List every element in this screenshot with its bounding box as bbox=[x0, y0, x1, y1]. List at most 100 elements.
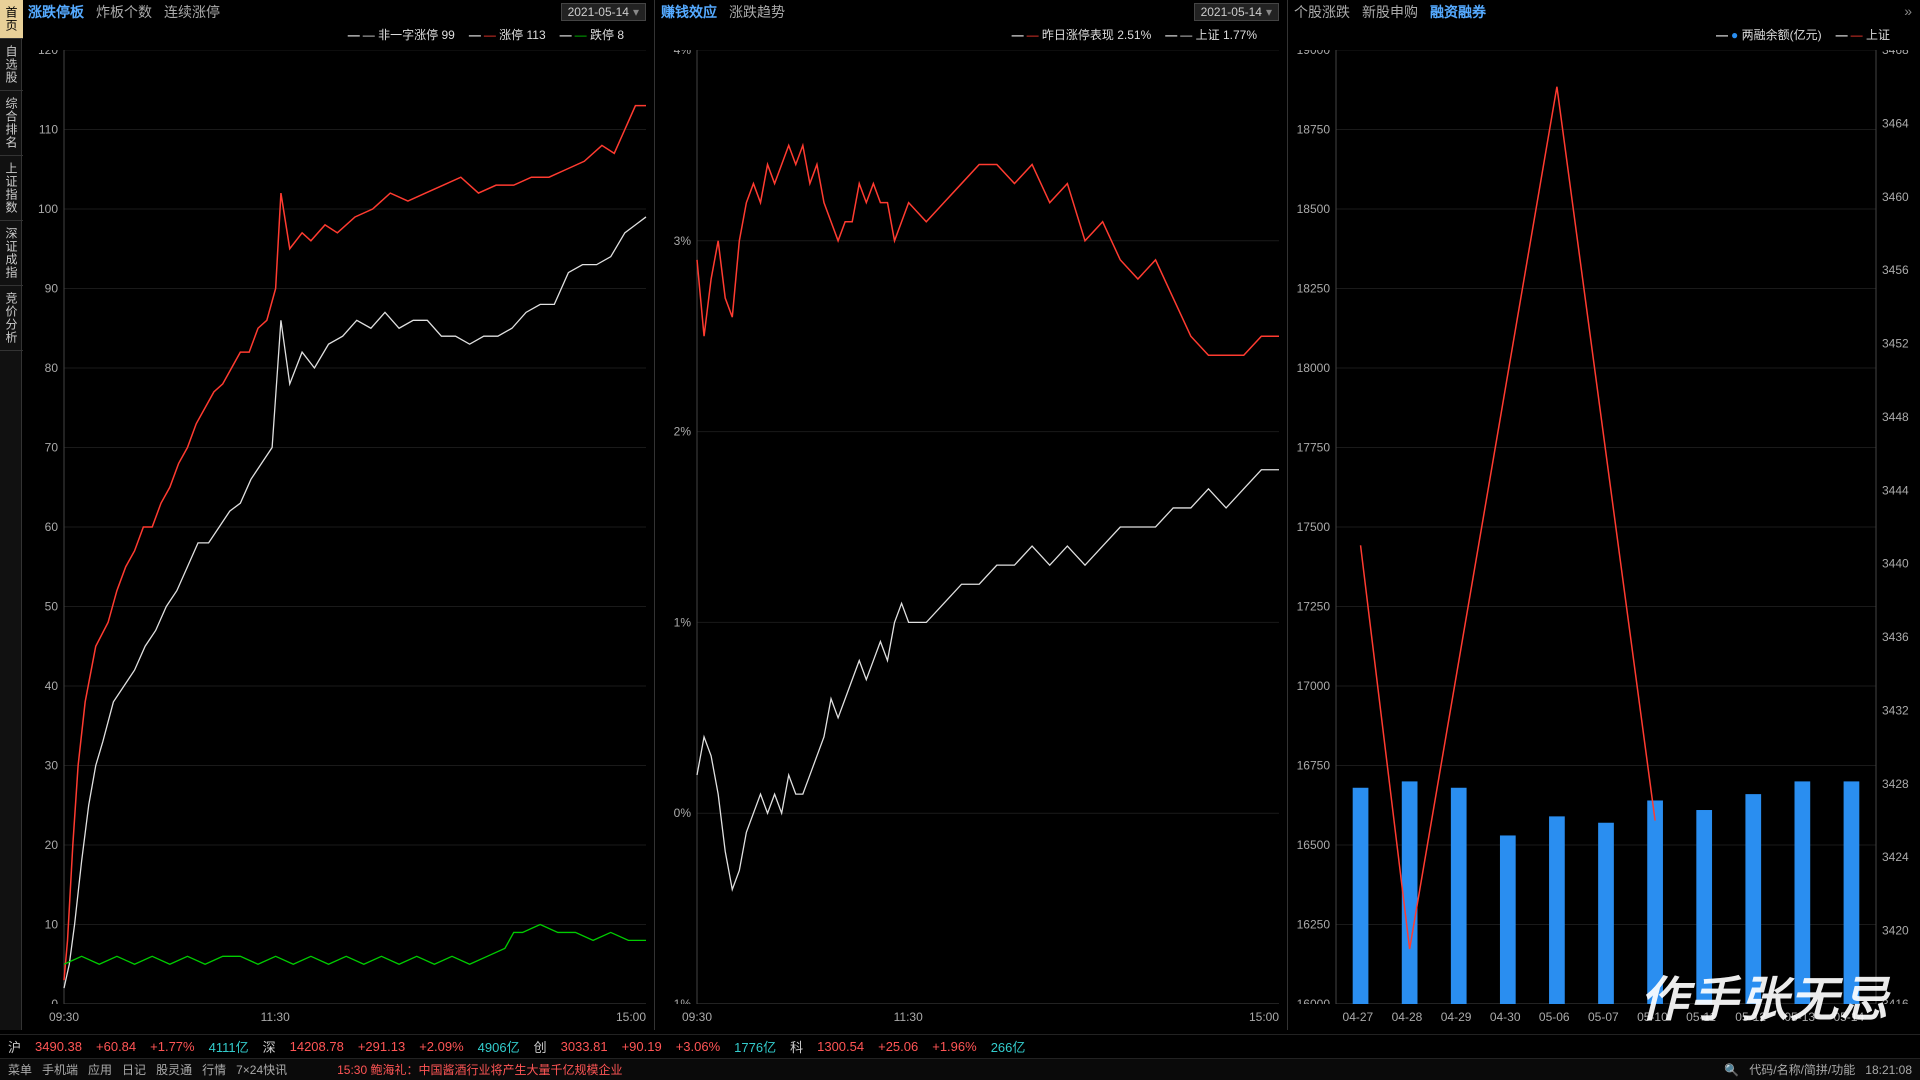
svg-text:0: 0 bbox=[51, 997, 58, 1004]
index-value: 深 bbox=[263, 1037, 276, 1056]
svg-text:3448: 3448 bbox=[1882, 410, 1909, 424]
svg-text:16000: 16000 bbox=[1297, 997, 1331, 1004]
svg-text:-1%: -1% bbox=[670, 997, 692, 1004]
svg-text:3456: 3456 bbox=[1882, 263, 1909, 277]
status-link[interactable]: 日记 bbox=[122, 1061, 146, 1078]
tab[interactable]: 融资融券 bbox=[1430, 2, 1486, 22]
sidebar-item[interactable]: 首页 bbox=[0, 0, 23, 39]
svg-text:3440: 3440 bbox=[1882, 557, 1909, 571]
index-value: +3.06% bbox=[676, 1039, 720, 1054]
status-link[interactable]: 7×24快讯 bbox=[236, 1061, 287, 1078]
index-value: 3033.81 bbox=[561, 1039, 608, 1054]
svg-text:4%: 4% bbox=[674, 50, 692, 57]
x-tick: 05-14 bbox=[1833, 1010, 1864, 1024]
x-tick: 04-29 bbox=[1441, 1010, 1472, 1024]
svg-text:1%: 1% bbox=[674, 615, 692, 629]
index-value: 3490.38 bbox=[35, 1039, 82, 1054]
x-tick: 15:00 bbox=[1249, 1010, 1279, 1024]
sidebar: 首页自选股综合排名上证指数深证成指竞价分析 bbox=[0, 0, 22, 1030]
svg-text:18750: 18750 bbox=[1297, 123, 1331, 137]
svg-text:3460: 3460 bbox=[1882, 190, 1909, 204]
index-value: 1300.54 bbox=[817, 1039, 864, 1054]
date-selector[interactable]: 2021-05-14 bbox=[1194, 3, 1279, 21]
svg-text:3428: 3428 bbox=[1882, 777, 1909, 791]
search-icon[interactable]: 🔍 bbox=[1724, 1063, 1739, 1077]
status-link[interactable]: 菜单 bbox=[8, 1061, 32, 1078]
chart: 1600016250165001675017000172501750017750… bbox=[1288, 50, 1920, 1004]
x-tick: 11:30 bbox=[261, 1010, 290, 1024]
x-tick: 05-10 bbox=[1637, 1010, 1668, 1024]
news-ticker: 15:30 鲍海礼：中国酱酒行业将产生大量千亿规模企业 bbox=[337, 1061, 622, 1078]
x-tick: 09:30 bbox=[682, 1010, 712, 1024]
svg-text:0%: 0% bbox=[674, 806, 692, 820]
svg-text:17000: 17000 bbox=[1297, 679, 1331, 693]
x-tick: 05-13 bbox=[1784, 1010, 1815, 1024]
index-value: +60.84 bbox=[96, 1039, 136, 1054]
x-tick: 04-27 bbox=[1343, 1010, 1374, 1024]
svg-text:17750: 17750 bbox=[1297, 441, 1331, 455]
svg-text:110: 110 bbox=[39, 123, 58, 137]
tab[interactable]: 个股涨跌 bbox=[1294, 2, 1350, 22]
index-value: +25.06 bbox=[878, 1039, 918, 1054]
status-bar: 菜单手机端应用日记股灵通行情 7×24快讯 15:30 鲍海礼：中国酱酒行业将产生大… bbox=[0, 1058, 1920, 1080]
x-tick: 04-28 bbox=[1392, 1010, 1423, 1024]
status-link[interactable]: 手机端 bbox=[42, 1061, 78, 1078]
search-hint[interactable]: 代码/名称/简拼/功能 bbox=[1749, 1061, 1855, 1078]
chart: -1% 0% 1% 2% 3% 4% bbox=[655, 50, 1287, 1004]
tab[interactable]: 赚钱效应 bbox=[661, 2, 717, 22]
index-value: +90.19 bbox=[622, 1039, 662, 1054]
x-tick: 05-11 bbox=[1686, 1010, 1716, 1024]
index-value: +1.77% bbox=[150, 1039, 194, 1054]
index-value: 创 bbox=[534, 1037, 547, 1056]
svg-text:3452: 3452 bbox=[1882, 337, 1909, 351]
sidebar-item[interactable]: 综合排名 bbox=[0, 91, 23, 156]
index-value: 科 bbox=[790, 1037, 803, 1056]
svg-text:3468: 3468 bbox=[1882, 50, 1909, 57]
status-link[interactable]: 行情 bbox=[202, 1061, 226, 1078]
status-link[interactable]: 应用 bbox=[88, 1061, 112, 1078]
svg-text:2%: 2% bbox=[674, 425, 692, 439]
index-value: +2.09% bbox=[419, 1039, 463, 1054]
sidebar-item[interactable]: 竞价分析 bbox=[0, 286, 23, 351]
svg-text:80: 80 bbox=[45, 361, 59, 375]
date-selector[interactable]: 2021-05-14 bbox=[561, 3, 646, 21]
panel-money-effect: 赚钱效应涨跌趋势 2021-05-14 — 昨日涨停表现 2.51%— 上证 1.7… bbox=[655, 0, 1288, 1030]
sidebar-item[interactable]: 上证指数 bbox=[0, 156, 23, 221]
tab[interactable]: 炸板个数 bbox=[96, 2, 152, 22]
svg-text:3436: 3436 bbox=[1882, 630, 1909, 644]
sidebar-item[interactable]: 自选股 bbox=[0, 39, 23, 91]
svg-text:18250: 18250 bbox=[1297, 282, 1331, 296]
collapse-icon[interactable]: » bbox=[1904, 3, 1912, 19]
legend: — 非一字涨停 99— 涨停 113— 跌停 8 bbox=[348, 26, 624, 43]
svg-text:3444: 3444 bbox=[1882, 483, 1909, 497]
status-link[interactable]: 股灵通 bbox=[156, 1061, 192, 1078]
x-tick: 15:00 bbox=[616, 1010, 646, 1024]
legend: — 昨日涨停表现 2.51%— 上证 1.77% bbox=[1012, 26, 1257, 43]
svg-text:50: 50 bbox=[45, 600, 59, 614]
svg-text:16500: 16500 bbox=[1297, 838, 1331, 852]
index-value: +291.13 bbox=[358, 1039, 405, 1054]
svg-text:3%: 3% bbox=[674, 234, 692, 248]
index-value: 14208.78 bbox=[290, 1039, 344, 1054]
index-value: 4111亿 bbox=[209, 1037, 249, 1056]
svg-text:20: 20 bbox=[45, 838, 59, 852]
svg-text:17250: 17250 bbox=[1297, 600, 1331, 614]
tab[interactable]: 涨跌趋势 bbox=[729, 2, 785, 22]
svg-text:17500: 17500 bbox=[1297, 520, 1331, 534]
clock: 18:21:08 bbox=[1865, 1063, 1912, 1077]
x-tick: 05-12 bbox=[1735, 1010, 1766, 1024]
svg-text:3432: 3432 bbox=[1882, 703, 1909, 717]
tab[interactable]: 新股申购 bbox=[1362, 2, 1418, 22]
x-tick: 11:30 bbox=[894, 1010, 923, 1024]
svg-text:10: 10 bbox=[45, 918, 59, 932]
index-value: 沪 bbox=[8, 1037, 21, 1056]
tab[interactable]: 连续涨停 bbox=[164, 2, 220, 22]
svg-text:3464: 3464 bbox=[1882, 116, 1909, 130]
svg-text:60: 60 bbox=[45, 520, 59, 534]
index-value: +1.96% bbox=[932, 1039, 976, 1054]
index-value: 4906亿 bbox=[478, 1037, 520, 1056]
legend: ● 两融余额(亿元)— 上证 bbox=[1716, 26, 1890, 43]
sidebar-item[interactable]: 深证成指 bbox=[0, 221, 23, 286]
panel-limit-board: 涨跌停板炸板个数连续涨停 2021-05-14 — 非一字涨停 99— 涨停 113… bbox=[22, 0, 655, 1030]
tab[interactable]: 涨跌停板 bbox=[28, 2, 84, 22]
